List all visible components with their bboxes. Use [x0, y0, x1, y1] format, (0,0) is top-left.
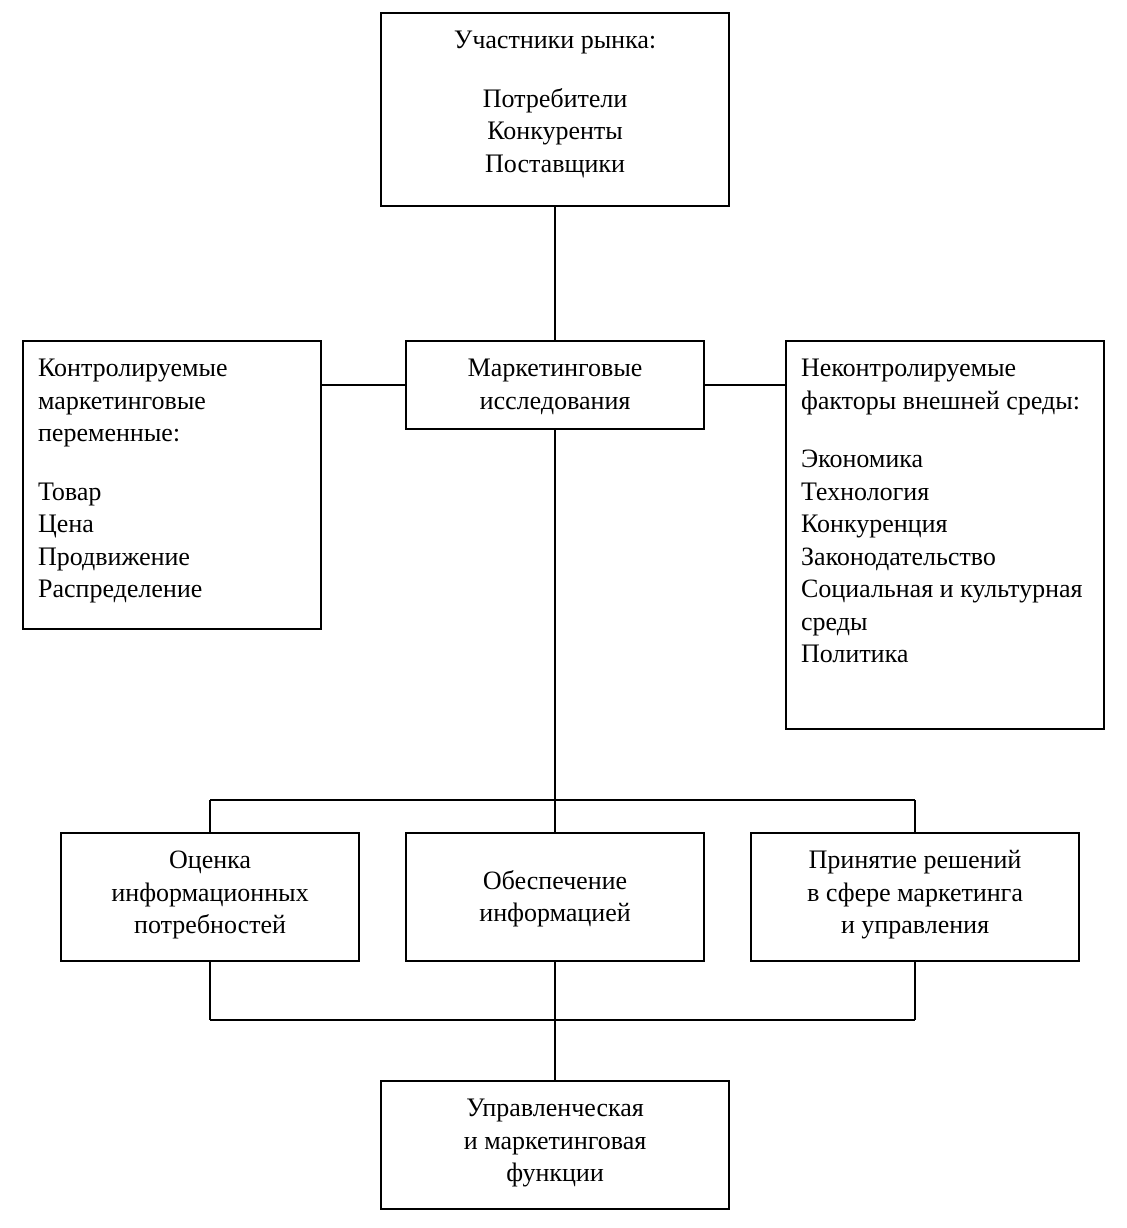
spacer: [801, 417, 1089, 443]
node-item: Конкуренция: [801, 508, 1089, 541]
node-line: Оценка: [76, 844, 344, 877]
node-line: информационных: [76, 877, 344, 910]
node-line: исследования: [421, 385, 689, 418]
node-marketing-research: Маркетинговые исследования: [405, 340, 705, 430]
node-item: Политика: [801, 638, 1089, 671]
spacer: [396, 57, 714, 83]
node-item: Продвижение: [38, 541, 306, 574]
node-decision-making: Принятие решений в сфере маркетинга и уп…: [750, 832, 1080, 962]
node-item: Товар: [38, 476, 306, 509]
node-controlled-vars: Контролируемые маркетинговые переменные:…: [22, 340, 322, 630]
node-line: и маркетинговая: [396, 1125, 714, 1158]
node-title: Неконтролируемые факторы внешней среды:: [801, 352, 1089, 417]
node-line: в сфере маркетинга: [766, 877, 1064, 910]
node-item: Поставщики: [396, 148, 714, 181]
diagram-canvas: Участники рынка: Потребители Конкуренты …: [0, 0, 1127, 1228]
node-item: Технология: [801, 476, 1089, 509]
node-market-participants: Участники рынка: Потребители Конкуренты …: [380, 12, 730, 207]
node-line: Принятие решений: [766, 844, 1064, 877]
node-uncontrolled-factors: Неконтролируемые факторы внешней среды: …: [785, 340, 1105, 730]
node-item: Потребители: [396, 83, 714, 116]
node-item: Цена: [38, 508, 306, 541]
node-information-provision: Обеспечение информацией: [405, 832, 705, 962]
node-item: Конкуренты: [396, 115, 714, 148]
node-info-needs-assessment: Оценка информационных потребностей: [60, 832, 360, 962]
node-line: Маркетинговые: [421, 352, 689, 385]
node-item: Экономика: [801, 443, 1089, 476]
node-line: информацией: [421, 897, 689, 930]
spacer: [38, 450, 306, 476]
node-item: Законодательство: [801, 541, 1089, 574]
node-management-marketing-functions: Управленческая и маркетинговая функции: [380, 1080, 730, 1210]
node-line: потребностей: [76, 909, 344, 942]
node-line: функции: [396, 1157, 714, 1190]
node-line: Управленческая: [396, 1092, 714, 1125]
node-line: и управления: [766, 909, 1064, 942]
node-line: Обеспечение: [421, 865, 689, 898]
node-title: Участники рынка:: [396, 24, 714, 57]
node-title: Контролируемые маркетинговые переменные:: [38, 352, 306, 450]
node-item: Социальная и культурная среды: [801, 573, 1089, 638]
node-item: Распределение: [38, 573, 306, 606]
